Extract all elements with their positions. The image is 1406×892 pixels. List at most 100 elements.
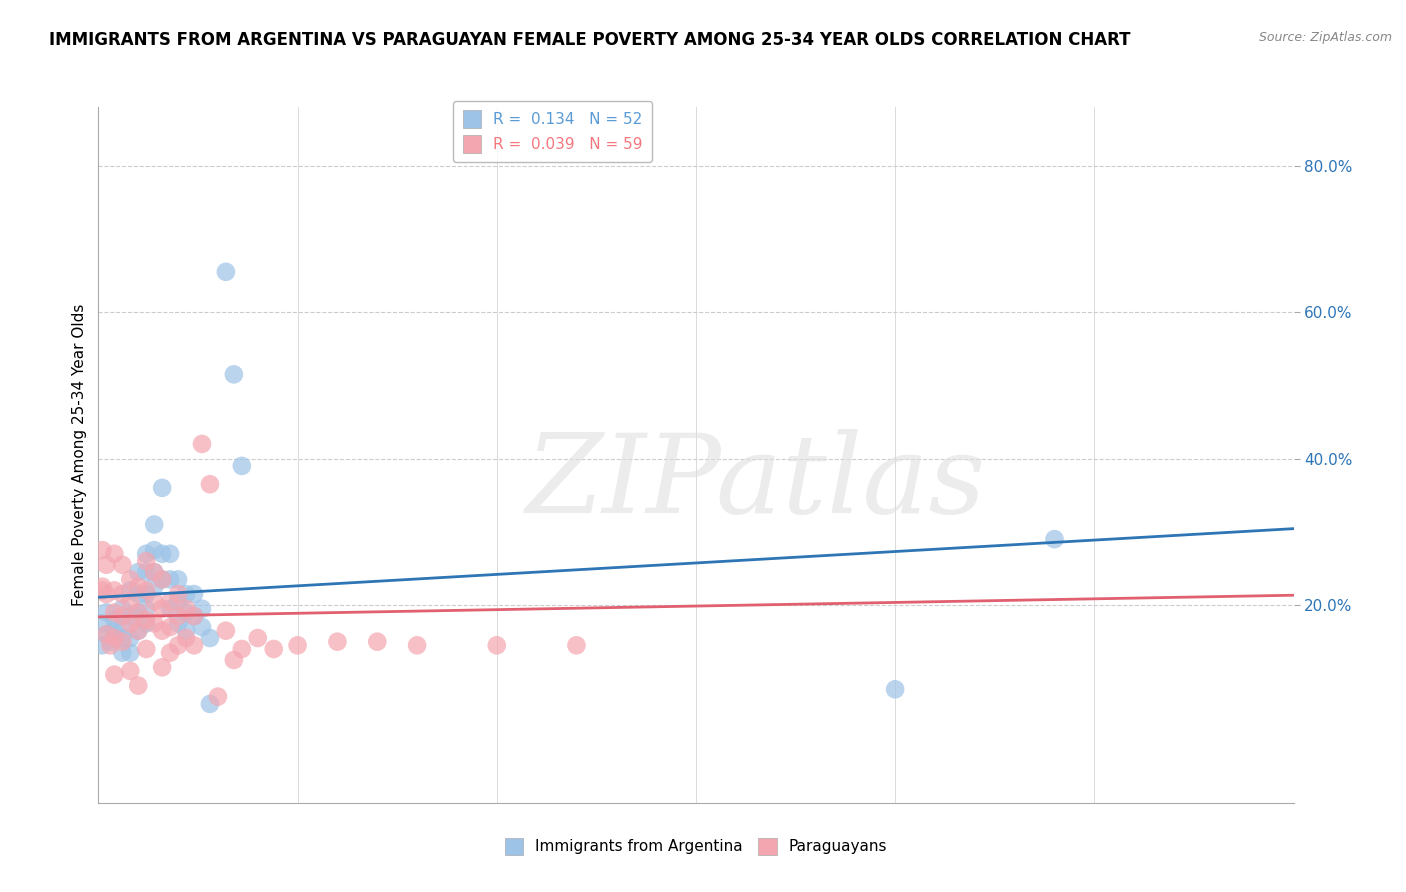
Point (143, 543, 166, 558)
Point (287, 638, 309, 652)
Point (98, 638, 122, 652)
Point (326, 634, 349, 648)
Point (91, 583, 114, 598)
Point (198, 697, 221, 711)
Point (98, 634, 122, 648)
Point (159, 620, 181, 634)
Point (96, 587, 118, 601)
Point (103, 667, 125, 681)
Text: Source: ZipAtlas.com: Source: ZipAtlas.com (1258, 31, 1392, 45)
Legend: Immigrants from Argentina, Paraguayans: Immigrants from Argentina, Paraguayans (499, 831, 893, 862)
Point (231, 642, 253, 657)
Point (485, 638, 508, 652)
Point (143, 565, 166, 579)
Point (103, 624, 125, 638)
Point (159, 601, 181, 615)
Point (215, 624, 238, 638)
Point (183, 587, 205, 601)
Point (111, 609, 134, 624)
Point (103, 613, 125, 627)
Point (565, 638, 588, 652)
Point (263, 642, 285, 657)
Point (103, 606, 125, 620)
Point (143, 616, 166, 631)
Point (111, 631, 134, 645)
Point (159, 594, 181, 608)
Point (143, 594, 166, 608)
Point (207, 690, 229, 704)
Y-axis label: Female Poverty Among 25-34 Year Olds: Female Poverty Among 25-34 Year Olds (72, 304, 87, 606)
Point (167, 616, 190, 631)
Point (111, 634, 134, 648)
Point (222, 653, 245, 667)
Point (222, 368, 245, 382)
Point (1043, 532, 1066, 546)
Point (127, 580, 149, 594)
Point (198, 631, 221, 645)
Point (127, 679, 149, 693)
Point (150, 547, 173, 561)
Point (174, 587, 197, 601)
Point (174, 624, 197, 638)
Point (174, 631, 197, 645)
Point (167, 609, 190, 624)
Point (120, 616, 142, 631)
Point (167, 587, 190, 601)
Point (198, 477, 221, 491)
Point (120, 631, 142, 645)
Point (111, 646, 134, 660)
Point (366, 634, 388, 648)
Text: IMMIGRANTS FROM ARGENTINA VS PARAGUAYAN FEMALE POVERTY AMONG 25-34 YEAR OLDS COR: IMMIGRANTS FROM ARGENTINA VS PARAGUAYAN … (49, 31, 1130, 49)
Text: ZIPatlas: ZIPatlas (526, 429, 986, 536)
Point (183, 609, 205, 624)
Point (103, 631, 125, 645)
Point (183, 638, 205, 652)
Point (96, 558, 118, 572)
Point (91, 543, 114, 558)
Point (143, 517, 166, 532)
Point (135, 554, 157, 568)
Point (127, 606, 149, 620)
Point (183, 609, 205, 624)
Point (135, 547, 157, 561)
Point (127, 565, 149, 579)
Point (96, 627, 118, 641)
Point (174, 601, 197, 615)
Point (174, 606, 197, 620)
Point (150, 573, 173, 587)
Point (150, 660, 173, 674)
Point (135, 616, 157, 631)
Point (103, 631, 125, 645)
Point (111, 587, 134, 601)
Point (135, 601, 157, 615)
Point (150, 624, 173, 638)
Point (150, 573, 173, 587)
Point (191, 601, 214, 615)
Point (135, 642, 157, 657)
Point (103, 583, 125, 598)
Point (120, 664, 142, 678)
Point (215, 265, 238, 279)
Point (150, 481, 173, 495)
Point (191, 620, 214, 634)
Point (135, 583, 157, 598)
Point (111, 601, 134, 615)
Point (91, 616, 114, 631)
Point (143, 565, 166, 579)
Point (159, 573, 181, 587)
Point (135, 587, 157, 601)
Point (96, 606, 118, 620)
Point (143, 580, 166, 594)
Point (167, 638, 190, 652)
Point (884, 682, 907, 697)
Point (167, 594, 190, 608)
Point (159, 547, 181, 561)
Point (120, 583, 142, 598)
Point (127, 606, 149, 620)
Point (127, 587, 149, 601)
Point (120, 573, 142, 587)
Point (127, 624, 149, 638)
Point (406, 638, 429, 652)
Point (120, 594, 142, 608)
Point (96, 627, 118, 641)
